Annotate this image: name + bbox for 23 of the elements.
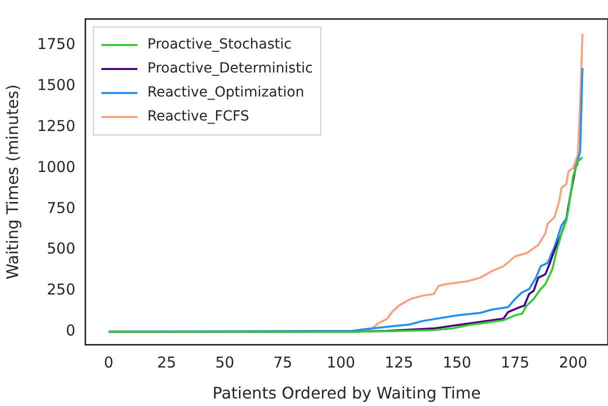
- x-tick-label: 200: [558, 354, 588, 372]
- legend-label: Reactive_FCFS: [147, 108, 250, 125]
- y-tick-label: 250: [46, 280, 76, 299]
- x-tick-label: 125: [384, 354, 414, 372]
- x-tick-label: 25: [157, 354, 176, 372]
- x-tick-label: 100: [326, 354, 356, 372]
- y-tick-label: 750: [46, 198, 76, 217]
- x-tick-label: 0: [104, 354, 114, 372]
- legend-label: Reactive_Optimization: [147, 84, 304, 101]
- x-tick-label: 50: [215, 354, 234, 372]
- x-tick-label: 75: [273, 354, 292, 372]
- y-tick-label: 0: [66, 322, 76, 340]
- y-tick-label: 1250: [37, 116, 76, 135]
- y-tick-label: 1750: [37, 35, 76, 54]
- y-tick-label: 1500: [37, 76, 76, 94]
- y-tick-label: 1000: [37, 158, 76, 176]
- x-tick-label: 175: [500, 354, 530, 372]
- y-axis-title: Waiting Times (minutes): [2, 84, 22, 280]
- x-axis-title: Patients Ordered by Waiting Time: [212, 384, 481, 403]
- legend-label: Proactive_Deterministic: [147, 60, 313, 77]
- legend-label: Proactive_Stochastic: [147, 36, 292, 53]
- y-tick-label: 500: [46, 240, 76, 258]
- x-tick-label: 150: [442, 354, 472, 372]
